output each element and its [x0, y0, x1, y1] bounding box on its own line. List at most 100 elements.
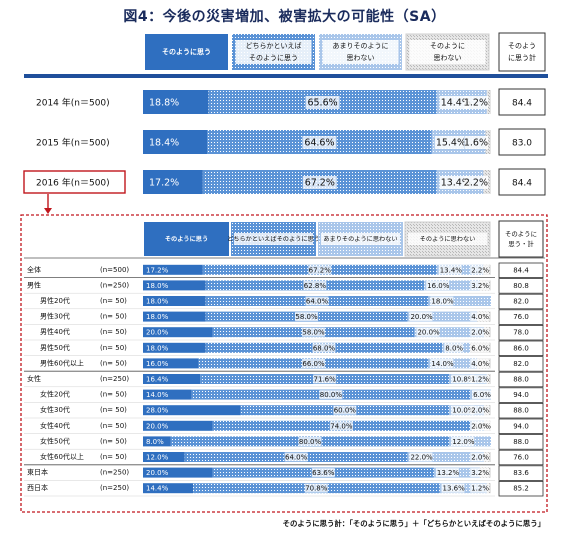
bottom-total-header-box: [498, 220, 544, 258]
bottom-data-label-bg: [304, 483, 328, 493]
bottom-legend-label-bg: [321, 233, 400, 245]
bottom-total-value: 85.2: [513, 485, 529, 493]
bottom-data-label-bg: [284, 452, 308, 462]
bottom-data-label: 8.0%: [146, 438, 164, 446]
bottom-data-label: 2.0%: [471, 422, 489, 430]
bottom-row-n: (n= 50): [100, 359, 127, 367]
bottom-data-label-bg: [333, 405, 357, 415]
bottom-row-n: (n= 50): [100, 297, 127, 305]
bottom-bar-segment: [143, 420, 213, 431]
bottom-total-value: 76.0: [513, 313, 529, 321]
top-legend-label-line: そのように: [430, 42, 465, 50]
bottom-data-label-bg: [470, 358, 489, 368]
bottom-data-label: 20.0%: [417, 329, 440, 337]
bottom-bar-segment: [143, 389, 192, 400]
bottom-data-label-bg: [470, 327, 489, 337]
bottom-data-label: 60.0%: [334, 407, 357, 415]
bottom-legend-label-bg: [234, 233, 313, 245]
bottom-row-label: 男性20代: [40, 296, 70, 305]
top-data-label: 18.8%: [149, 98, 179, 109]
top-total-box: [498, 128, 546, 156]
bottom-row-label: 男性40代: [40, 327, 70, 336]
footnote: そのように思う計：「そのように思う」＋「どちらかといえばそのように思う」: [283, 519, 545, 528]
top-legend-label-bg: [409, 40, 486, 64]
bottom-total-value: 86.0: [513, 344, 529, 352]
top-legend-label-bg: [322, 40, 399, 64]
bottom-row-label: 男性30代: [40, 312, 70, 321]
top-header-rule: [24, 74, 548, 78]
bottom-data-label-bg: [303, 280, 327, 290]
bottom-data-label-bg: [451, 436, 475, 446]
bottom-data-label: 1.2%: [471, 485, 489, 493]
bottom-total-header: そのように思う・計: [505, 230, 537, 248]
bottom-row-label: 男性50代: [40, 343, 70, 352]
bottom-data-label: 14.0%: [146, 391, 169, 399]
top-legend-label-line: そのように思う: [162, 47, 211, 56]
bottom-data-label: 2.0%: [471, 454, 489, 462]
bottom-data-label: 8.0%: [445, 344, 463, 352]
top-total-header-line: に思う計: [508, 53, 536, 62]
bottom-legend-label: あまりそのように思わない: [323, 236, 397, 243]
top-data-label: 1.6%: [464, 138, 488, 149]
bottom-data-label: 74.0%: [330, 422, 353, 430]
bottom-total-box: [498, 418, 544, 435]
bottom-data-label: 14.4%: [146, 485, 169, 493]
bottom-total-value: 88.0: [513, 376, 529, 384]
top-data-label: 2.2%: [464, 178, 488, 189]
bottom-data-label: 18.0%: [146, 313, 169, 321]
bottom-data-label-bg: [319, 390, 343, 400]
top-legend-label: どちらかといえばそのように思う: [246, 41, 302, 62]
bottom-total-value: 84.4: [513, 266, 529, 274]
bottom-bar-segment: [424, 280, 480, 291]
bottom-total-box: [498, 480, 544, 497]
bottom-data-label-bg: [313, 374, 337, 384]
top-data-label-bg: [439, 176, 469, 189]
top-bar-segment: [143, 170, 203, 194]
bottom-total-value: 82.0: [513, 298, 529, 306]
bottom-row-label: 女性20代: [40, 390, 70, 399]
bottom-legend-swatch: [144, 222, 229, 256]
top-bar-segment: [143, 90, 209, 114]
bottom-data-label: 2.0%: [471, 329, 489, 337]
bottom-total-box: [498, 262, 544, 279]
chart-title: 図4：今後の災害増加、被害拡大の可能性（SA）: [123, 9, 446, 25]
bottom-data-label: 13.6%: [442, 485, 465, 493]
bottom-data-label: 80.0%: [299, 438, 322, 446]
bottom-data-label: 16.4%: [146, 376, 169, 384]
top-total-value: 83.0: [512, 139, 532, 149]
bottom-total-box: [498, 356, 544, 372]
bottom-data-label: 58.0%: [295, 313, 318, 321]
bottom-total-value: 88.0: [513, 438, 529, 446]
bottom-data-label: 62.8%: [304, 282, 327, 290]
bottom-bar-segment: [143, 311, 206, 322]
bottom-bar-segment: [407, 311, 478, 322]
bottom-data-label-bg: [470, 421, 489, 431]
bottom-data-label: 4.0%: [471, 313, 489, 321]
top-data-label: 67.2%: [305, 178, 335, 189]
top-data-label: 15.4%: [436, 138, 466, 149]
bottom-total-value: 94.0: [513, 391, 529, 399]
top-bar-segment: [485, 130, 491, 154]
bottom-data-label: 1.2%: [471, 376, 489, 384]
bottom-data-label-bg: [426, 280, 450, 290]
bottom-data-label-bg: [311, 468, 335, 478]
top-total-box: [498, 168, 546, 196]
top-data-label-bg: [439, 96, 469, 109]
top-bar-segment: [486, 90, 491, 114]
bottom-row-n: (n= 50): [100, 453, 127, 461]
top-data-label-bg: [434, 136, 464, 149]
bottom-data-label-bg: [329, 421, 353, 431]
bottom-data-label-bg: [470, 374, 489, 384]
bottom-row-label: 女性40代: [40, 421, 70, 430]
bottom-total-box: [498, 309, 544, 325]
bottom-data-label-bg: [470, 405, 489, 415]
bottom-row-n: (n=500): [100, 266, 129, 274]
bottom-data-label-bg: [416, 327, 440, 337]
bottom-data-label-bg: [298, 436, 322, 446]
bottom-total-box: [498, 434, 544, 450]
bottom-data-label: 66.0%: [302, 360, 325, 368]
bottom-data-label: 17.2%: [146, 266, 169, 274]
bottom-data-label: 6.0%: [471, 344, 489, 352]
top-total-box: [498, 88, 546, 116]
top-data-label: 17.2%: [149, 178, 179, 189]
